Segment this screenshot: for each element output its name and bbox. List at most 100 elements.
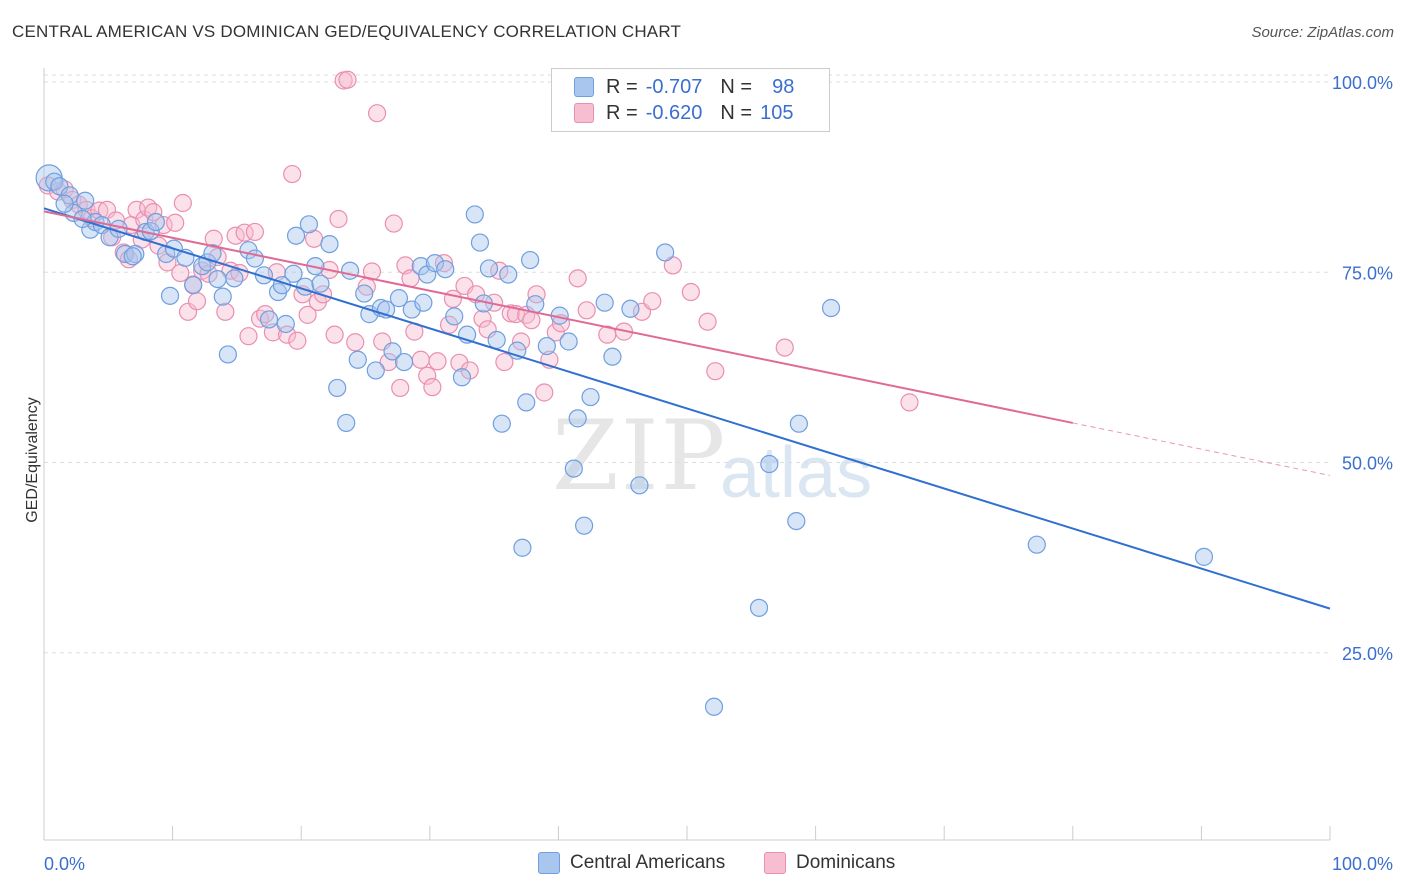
data-point [123,247,142,266]
data-point [537,336,556,356]
x-tick-label: 100.0% [1332,854,1393,874]
data-point [360,305,379,324]
data-point [218,345,237,364]
data-point [499,265,518,284]
data-point [325,325,344,344]
y-tick-label: 75.0% [1342,263,1393,283]
data-point [487,330,506,350]
y-tick-label: 25.0% [1342,644,1393,664]
data-point [355,284,374,303]
data-point [495,352,514,372]
data-point [564,459,583,478]
series-central-americans [35,164,1214,716]
data-point [513,538,532,557]
data-point [187,292,207,311]
data-point [146,212,165,232]
data-point [245,222,265,242]
legend-n-label: N = [720,75,753,98]
data-point [402,300,421,319]
data-point [1194,547,1214,566]
data-point [337,413,356,433]
data-point [184,276,203,295]
watermark-atlas: atlas [720,433,873,513]
data-point [521,250,540,270]
data-point [367,104,387,123]
data-point [492,414,511,433]
data-point [328,378,347,398]
y-tick-label: 100.0% [1332,73,1393,93]
data-point [704,697,724,716]
trendline-dominicans-extension [1072,422,1331,476]
data-point [340,261,360,280]
legend-swatch-dominicans [574,103,594,123]
chart-title: CENTRAL AMERICAN VS DOMINICAN GED/EQUIVA… [12,22,682,41]
data-point [379,352,398,372]
data-point [90,201,109,220]
data-point [166,213,185,232]
data-point [603,347,622,366]
legend-r-label: R = [606,101,638,124]
data-point [479,259,499,278]
data-point [173,193,192,213]
data-point [575,516,594,535]
data-point [698,312,717,331]
data-point [821,298,841,318]
data-point [517,393,536,412]
bottom-legend-swatch-central-americans [538,852,560,874]
data-point [299,215,319,234]
data-point [384,214,403,233]
legend-row-central-americans: R = -0.707 N = 98 [574,74,794,100]
data-point [216,302,235,321]
data-point [283,164,302,184]
data-point [512,332,531,351]
data-point [522,311,541,330]
data-point [775,338,794,357]
x-tick-label: 0.0% [44,854,85,874]
legend-row-dominicans: R = -0.620 N = 105 [574,100,793,126]
bottom-legend-swatch-dominicans [764,852,786,874]
data-point [348,350,367,369]
data-point [681,282,700,302]
legend-r-label: R = [606,75,638,98]
data-point [298,305,317,324]
data-point [789,414,808,433]
data-point [423,378,442,397]
data-point [643,292,662,311]
correlation-legend: R = -0.707 N = 98 R = -0.620 N = 105 [551,68,830,132]
data-point [411,350,430,369]
data-point [391,378,410,398]
data-point [284,264,303,283]
data-point [428,352,447,371]
data-point [546,323,565,342]
data-point [559,332,578,351]
data-point [581,387,600,407]
bottom-legend-label: Dominicans [796,852,896,873]
data-point [577,301,596,320]
bottom-legend-dominicans: Dominicans [764,851,895,875]
data-point [383,342,402,361]
data-point [425,254,445,273]
data-point [213,287,232,306]
data-point [394,352,414,372]
data-point [568,269,587,288]
data-point [320,234,339,254]
data-point [259,310,279,329]
data-point [160,286,180,305]
data-point [311,274,330,293]
data-point [225,269,244,288]
data-point [760,454,779,474]
data-point [288,331,307,350]
data-point [338,70,357,89]
data-point [470,233,490,252]
legend-n-value: 98 [772,75,795,98]
data-point [621,299,640,318]
data-point [126,244,145,264]
trendline-central-americans [43,207,1331,610]
data-point [286,226,306,245]
legend-n-value: 105 [760,101,794,124]
data-point [436,260,455,279]
legend-swatch-central-americans [574,77,594,97]
data-point [460,361,479,380]
data-point [452,368,472,387]
